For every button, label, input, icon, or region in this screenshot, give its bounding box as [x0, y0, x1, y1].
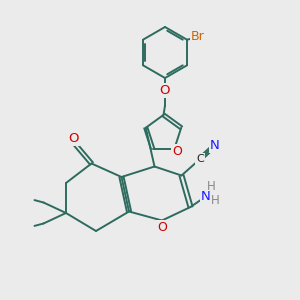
- Text: O: O: [172, 145, 182, 158]
- Text: O: O: [68, 132, 79, 145]
- Text: N: N: [201, 190, 210, 203]
- Text: O: O: [157, 220, 167, 234]
- Text: H: H: [211, 194, 220, 207]
- Text: H: H: [207, 180, 216, 194]
- Text: N: N: [210, 139, 220, 152]
- Text: C: C: [196, 154, 204, 164]
- Text: O: O: [160, 84, 170, 97]
- Text: Br: Br: [191, 30, 205, 43]
